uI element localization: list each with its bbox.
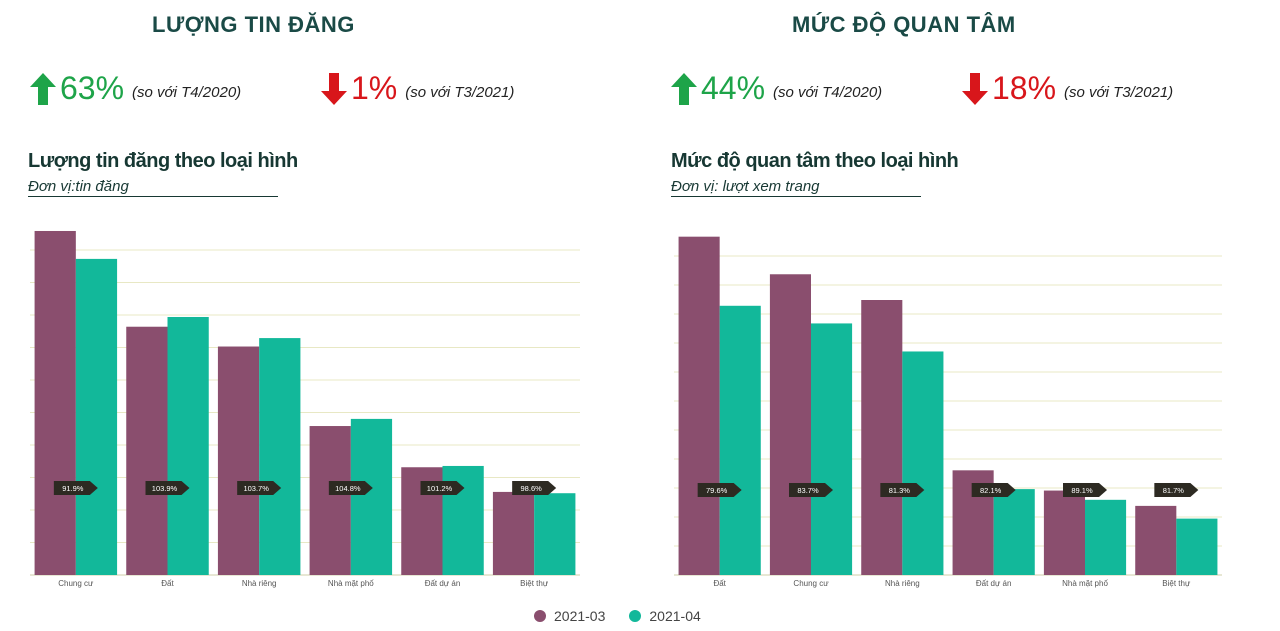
right-ratio-label: 81.7%	[1163, 486, 1185, 495]
right-stat-down-value: 18%	[992, 70, 1057, 106]
left-ratio-marker	[328, 481, 373, 495]
left-stat-up-value: 63%	[60, 70, 125, 106]
right-chart-unit: Đơn vị: lượt xem trang	[671, 178, 921, 197]
left-ratio-label: 101.2%	[427, 484, 453, 493]
right-bar-series2	[993, 489, 1035, 575]
right-ratio-marker	[880, 483, 925, 497]
left-bar-series1	[492, 491, 535, 575]
right-bar-series2	[1085, 499, 1127, 575]
legend-label-series1: 2021-03	[554, 608, 606, 624]
right-category-label: Nhà mặt phố	[1062, 579, 1108, 588]
left-bar-series1	[217, 346, 260, 575]
left-panel-title: LƯỢNG TIN ĐĂNG	[152, 12, 355, 37]
right-ratio-label: 81.3%	[889, 486, 911, 495]
right-category-label: Nhà riêng	[885, 579, 920, 588]
left-bar-series1	[309, 426, 351, 575]
left-bar-series1	[126, 326, 168, 575]
right-category-label: Chung cư	[793, 579, 829, 588]
arrow-down-icon	[962, 72, 988, 105]
right-stat-up-value: 44%	[701, 70, 766, 106]
left-ratio-label: 104.8%	[335, 484, 361, 493]
left-chart-unit: Đơn vị:tin đăng	[28, 178, 278, 197]
left-stat-down: 1% (so với T3/2021)	[321, 70, 514, 107]
left-stat-up: 63% (so với T4/2020)	[30, 70, 241, 107]
legend-item-series1: 2021-03	[534, 608, 605, 624]
left-bar-series2	[350, 418, 393, 575]
right-ratio-marker	[1063, 483, 1107, 497]
left-stat-down-value: 1%	[351, 70, 398, 106]
right-ratio-label: 89.1%	[1071, 486, 1093, 495]
right-bar-series2	[1176, 518, 1218, 575]
left-bar-series2	[259, 338, 301, 575]
right-bar-series1	[1043, 490, 1085, 575]
left-category-label: Đất dự án	[425, 579, 461, 588]
right-category-label: Đất dự án	[976, 579, 1012, 588]
legend-item-series2: 2021-04	[629, 608, 701, 624]
right-category-label: Đất	[713, 579, 726, 588]
right-stat-down-note: (so với T3/2021)	[1064, 84, 1174, 101]
right-panel-title: MỨC ĐỘ QUAN TÂM	[792, 12, 1016, 37]
legend-label-series2: 2021-04	[649, 608, 701, 624]
arrow-down-icon	[321, 72, 347, 105]
left-ratio-marker	[512, 481, 557, 495]
legend-swatch-series2	[629, 610, 642, 622]
right-bar-series2	[811, 323, 853, 575]
right-ratio-marker	[697, 483, 742, 497]
left-ratio-marker	[145, 481, 190, 495]
left-ratio-label: 103.7%	[243, 484, 269, 493]
right-ratio-marker	[1154, 483, 1199, 497]
right-stat-up-note: (so với T4/2020)	[773, 84, 883, 101]
left-ratio-marker	[53, 481, 98, 495]
left-category-label: Nhà riêng	[242, 579, 277, 588]
left-category-label: Nhà mặt phố	[328, 579, 374, 588]
left-category-label: Biệt thự	[520, 579, 549, 588]
right-ratio-marker	[971, 483, 1016, 497]
left-ratio-label: 98.6%	[521, 484, 543, 493]
right-ratio-label: 83.7%	[797, 486, 819, 495]
right-bar-series1	[861, 300, 903, 575]
arrow-up-icon	[30, 72, 56, 105]
legend-swatch-series1	[534, 610, 546, 622]
left-bar-series2	[534, 493, 576, 575]
right-bar-series1	[769, 274, 811, 575]
right-category-label: Biệt thự	[1162, 579, 1191, 588]
right-ratio-marker	[789, 483, 833, 497]
right-ratio-label: 82.1%	[980, 486, 1002, 495]
left-ratio-marker	[420, 481, 465, 495]
left-bar-series2	[75, 258, 118, 575]
left-stat-down-note: (so với T3/2021)	[405, 84, 515, 101]
left-chart-title: Lượng tin đăng theo loại hình	[28, 150, 298, 172]
chart-legend: 2021-03 2021-04	[534, 608, 725, 624]
left-ratio-label: 103.9%	[152, 484, 178, 493]
right-chart-title: Mức độ quan tâm theo loại hình	[671, 150, 959, 172]
right-bar-series2	[902, 351, 944, 575]
left-ratio-label: 91.9%	[62, 484, 84, 493]
left-bar-series2	[167, 316, 209, 575]
left-category-label: Đất	[161, 579, 174, 588]
left-bar-series1	[34, 230, 76, 575]
arrow-up-icon	[671, 72, 697, 105]
right-bar-series1	[1135, 505, 1177, 575]
right-bar-series1	[678, 236, 720, 576]
right-bar-series2	[719, 305, 761, 575]
right-stat-down: 18% (so với T3/2021)	[962, 70, 1173, 107]
right-stat-up: 44% (so với T4/2020)	[671, 70, 882, 107]
left-category-label: Chung cư	[58, 579, 94, 588]
left-ratio-marker	[237, 481, 282, 495]
right-ratio-label: 79.6%	[706, 486, 728, 495]
left-stat-up-note: (so với T4/2020)	[132, 84, 242, 101]
